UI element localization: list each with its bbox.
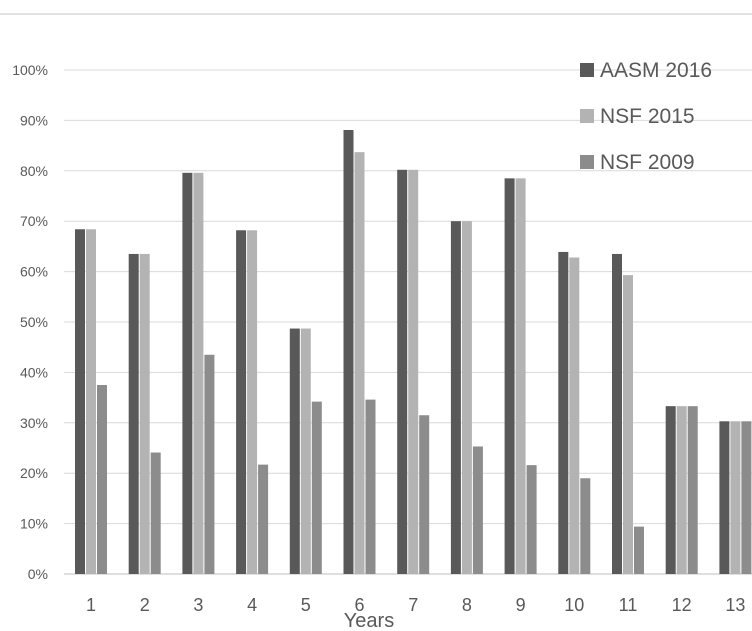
bar (634, 526, 644, 574)
bar (150, 452, 161, 574)
y-tick-label: 10% (20, 516, 48, 532)
bar (687, 406, 698, 574)
bar (730, 421, 741, 574)
bar (300, 328, 311, 574)
y-tick-label: 80% (20, 163, 48, 179)
bar (569, 257, 580, 574)
bar (450, 221, 461, 574)
bar (408, 169, 419, 575)
x-tick-label: 4 (247, 595, 257, 615)
bar (397, 169, 408, 575)
x-axis-tick-labels: 1 2 3 4 5 6 7 8 9 10 11 12 13 (86, 595, 745, 615)
bar (247, 230, 258, 574)
legend-swatch (580, 155, 594, 169)
x-tick-label: 13 (725, 595, 745, 615)
y-tick-label: 50% (20, 314, 48, 330)
bar (75, 229, 85, 575)
x-tick-label: 11 (619, 595, 638, 615)
bar (289, 328, 300, 574)
x-tick-label: 3 (193, 595, 203, 615)
x-tick-label: 8 (462, 595, 472, 615)
bar (419, 415, 430, 574)
y-tick-label: 20% (20, 465, 48, 481)
bar (623, 275, 633, 574)
bar (128, 253, 139, 574)
bar (612, 253, 622, 574)
bar (86, 229, 96, 575)
bar (193, 172, 204, 575)
x-tick-label: 10 (564, 595, 584, 615)
y-tick-label: 40% (20, 364, 48, 380)
bar (311, 401, 322, 574)
y-tick-label: 0% (28, 566, 48, 582)
y-tick-label: 90% (20, 112, 48, 128)
x-tick-label: 6 (354, 595, 364, 615)
x-tick-label: 1 (86, 595, 96, 615)
x-tick-label: 9 (516, 595, 526, 615)
bar (343, 129, 354, 574)
legend: AASM 2016 NSF 2015 NSF 2009 (580, 59, 712, 174)
bar (665, 406, 676, 574)
bar (461, 221, 472, 574)
bar (236, 230, 247, 574)
y-tick-label: 60% (20, 264, 48, 280)
bar (580, 478, 591, 574)
y-tick-label: 70% (20, 213, 48, 229)
bar (258, 464, 269, 574)
legend-swatch (580, 109, 594, 123)
x-tick-label: 2 (140, 595, 150, 615)
bar (365, 399, 376, 574)
x-tick-label: 7 (408, 595, 418, 615)
legend-label: NSF 2015 (600, 105, 695, 128)
bar (504, 178, 515, 575)
y-tick-label: 100% (12, 62, 48, 78)
bar (97, 385, 107, 574)
y-tick-label: 30% (20, 415, 48, 431)
x-tick-label: 5 (301, 595, 311, 615)
bar (139, 253, 150, 574)
bar (719, 421, 730, 574)
bar (182, 172, 193, 575)
bar (526, 465, 537, 574)
bar (354, 152, 365, 575)
bar (676, 406, 687, 574)
legend-label: NSF 2009 (600, 151, 695, 174)
bar (558, 251, 569, 574)
y-axis-tick-labels: 0% 10% 20% 30% 40% 50% 60% 70% 80% 90% 100% (12, 62, 48, 582)
bars (75, 129, 752, 575)
bar (472, 446, 483, 574)
legend-swatch (580, 63, 594, 77)
bar (204, 354, 215, 574)
x-axis-title: Years (344, 610, 394, 631)
legend-label: AASM 2016 (600, 59, 712, 82)
bar (515, 178, 526, 575)
x-tick-label: 12 (672, 595, 692, 615)
gridlines (64, 69, 752, 575)
bar (741, 421, 752, 574)
